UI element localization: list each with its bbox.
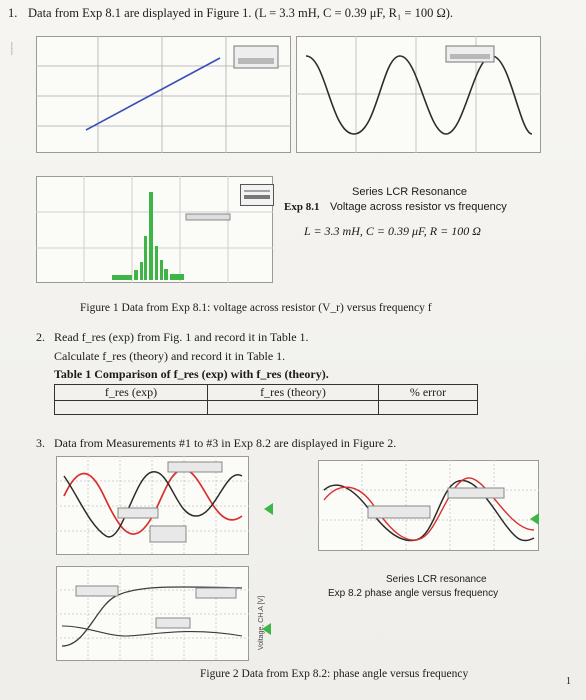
- table-1-header-fres-exp: f_res (exp): [54, 384, 208, 401]
- fig2-marker-triangle-icon-2: [264, 503, 273, 515]
- fig2-phase-plot: [56, 566, 249, 661]
- question-3-number: 3.: [36, 436, 45, 450]
- fig2-marker-triangle-icon-3: [262, 623, 271, 635]
- fig1-legend-params: L = 3.3 mH, C = 0.39 μF, R = 100 Ω: [304, 224, 481, 238]
- question-1-number: 1.: [8, 6, 18, 20]
- table-1-cell-fres-theory[interactable]: [207, 400, 379, 415]
- question-2-number: 2.: [36, 330, 45, 344]
- table-1-cell-percent-error[interactable]: [378, 400, 478, 415]
- page-number: 1: [566, 676, 571, 687]
- fig1-legend-title: Series LCR Resonance: [352, 186, 467, 198]
- fig1-sine-plot: [296, 36, 541, 153]
- fig1-small-legend-box: [240, 184, 274, 206]
- fig1-resonance-plot: [36, 176, 273, 283]
- question-3-text: Data from Measurements #1 to #3 in Exp 8…: [54, 436, 397, 450]
- fig2-caption: Figure 2 Data from Exp 8.2: phase angle …: [200, 668, 469, 680]
- table-1-header-row: f_res (exp) f_res (theory) % error: [54, 384, 478, 401]
- fig1-caption: Figure 1 Data from Exp 8.1: voltage acro…: [80, 302, 432, 314]
- fig2-legend-desc: Exp 8.2 phase angle versus frequency: [328, 588, 499, 599]
- table-1-value-row: [54, 400, 478, 415]
- fig2-waveform-plot-left: [56, 456, 249, 555]
- table-1: f_res (exp) f_res (theory) % error: [54, 384, 478, 415]
- fig2-waveform-plot-right: [318, 460, 539, 551]
- table-1-title: Table 1 Comparison of f_res (exp) with f…: [54, 367, 329, 381]
- table-1-header-percent-error: % error: [378, 384, 478, 401]
- fig1-legend-desc: Voltage across resistor vs frequency: [330, 201, 507, 213]
- fig1-left-ylabel-smudge: ~~~~: [10, 42, 16, 55]
- question-2-line-1: Read f_res (exp) from Fig. 1 and record …: [54, 330, 309, 344]
- fig2-legend-title: Series LCR resonance: [386, 574, 487, 585]
- fig2-marker-triangle-icon: [530, 513, 539, 525]
- question-2-line-2: Calculate f_res (theory) and record it i…: [54, 349, 286, 363]
- table-1-header-fres-theory: f_res (theory): [207, 384, 379, 401]
- fig1-legend-exp: Exp 8.1: [284, 201, 320, 213]
- question-1-text: Data from Exp 8.1 are displayed in Figur…: [28, 6, 454, 20]
- fig1-linear-plot: [36, 36, 291, 153]
- table-1-cell-fres-exp[interactable]: [54, 400, 208, 415]
